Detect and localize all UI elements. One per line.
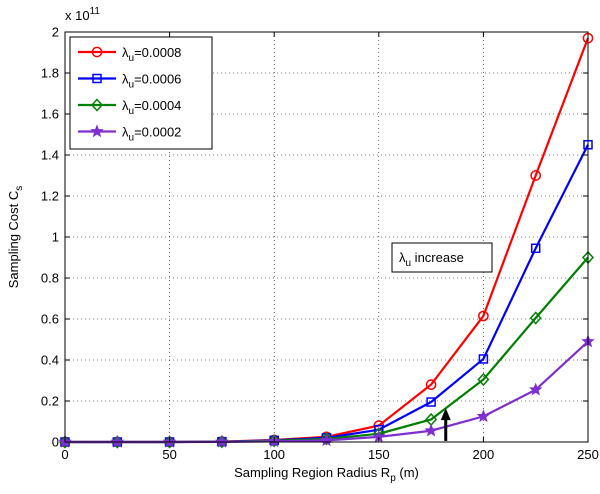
square-marker <box>426 397 436 407</box>
y-title-main: Sampling Cost C <box>6 191 21 289</box>
y-tick-label: 0 <box>52 435 59 450</box>
x-tick-label: 100 <box>263 447 285 462</box>
circle-marker <box>91 46 103 58</box>
legend-entry: λu=0.0002 <box>78 124 181 144</box>
legend-entry: λu=0.0004 <box>78 98 181 117</box>
y-tick-label: 0.6 <box>41 312 59 327</box>
legend-label: λu=0.0002 <box>122 125 181 144</box>
y-tick-label: 1.8 <box>41 66 59 81</box>
legend-entry: λu=0.0006 <box>78 72 181 91</box>
legend-label-symbol: λ <box>122 125 129 140</box>
annotation-text: λu increase <box>399 250 464 269</box>
y-axis-title: Sampling Cost Cs <box>6 186 25 289</box>
legend-label-value: =0.0008 <box>134 45 181 60</box>
y-multiplier-exp: 11 <box>90 6 101 17</box>
legend-label: λu=0.0006 <box>122 72 181 91</box>
x-tick-label: 150 <box>368 447 390 462</box>
diamond-marker <box>320 432 333 446</box>
y-tick-label: 0.8 <box>41 271 59 286</box>
legend-label: λu=0.0008 <box>122 45 181 64</box>
legend-label-value: =0.0006 <box>134 72 181 87</box>
square-marker <box>530 243 541 254</box>
increase-annotation: λu increase <box>391 242 493 441</box>
diamond-marker <box>90 98 104 112</box>
circle-marker <box>425 379 437 390</box>
legend-label-value: =0.0004 <box>134 98 181 113</box>
x-title-sub: p <box>390 473 396 484</box>
series-4 <box>58 334 595 448</box>
legend-label-sub: u <box>129 133 135 144</box>
diamond-marker <box>529 311 542 325</box>
annotation-sub: u <box>406 258 412 269</box>
y-tick-label: 1 <box>52 230 59 245</box>
y-title-sub: s <box>14 186 25 191</box>
circle-marker <box>530 170 542 181</box>
y-tick-label: 0.2 <box>41 394 59 409</box>
circle-marker <box>478 310 489 322</box>
star-marker <box>424 423 438 437</box>
series-2 <box>60 140 593 447</box>
x-axis-title: Sampling Region Radius Rp (m) <box>234 465 419 484</box>
x-tick-label: 200 <box>473 447 495 462</box>
annotation-tail: increase <box>411 250 464 265</box>
y-tick-label: 1.4 <box>41 148 59 163</box>
x-tick-label: 50 <box>162 447 176 462</box>
y-tick-label: 2 <box>52 25 59 40</box>
legend-label-symbol: λ <box>122 45 129 60</box>
y-tick-label: 0.4 <box>41 353 59 368</box>
y-tick-label: 1.2 <box>41 189 59 204</box>
star-marker <box>215 434 229 448</box>
series-line <box>65 256 589 444</box>
legend-label-sub: u <box>129 80 135 91</box>
star-marker <box>528 382 543 396</box>
x-title-main: Sampling Region Radius R <box>234 465 390 480</box>
legend-entry: λu=0.0008 <box>78 45 181 64</box>
x-title-tail: (m) <box>396 465 419 480</box>
annotation-box <box>391 242 493 273</box>
y-axis-multiplier: x 1011 <box>65 6 100 23</box>
diamond-marker <box>477 372 490 387</box>
y-tick-label: 1.6 <box>41 107 59 122</box>
legend-label: λu=0.0004 <box>122 98 181 117</box>
diamond-marker <box>268 434 281 448</box>
series-line <box>65 144 589 444</box>
square-marker <box>92 73 102 84</box>
legend-label-sub: u <box>129 106 135 117</box>
annotation-lambda: λ <box>399 250 406 265</box>
square-marker <box>478 354 489 364</box>
star-marker <box>90 124 104 138</box>
series-3 <box>58 250 595 449</box>
increase-arrow-head <box>440 408 451 421</box>
y-multiplier-base: x 10 <box>65 8 90 23</box>
series-line <box>65 340 589 444</box>
star-marker <box>319 433 334 447</box>
legend-label-symbol: λ <box>122 98 129 113</box>
x-tick-label: 0 <box>61 447 68 462</box>
star-marker <box>476 409 491 423</box>
tick-layer: 0 50 100 150 200 250 0 0.2 0.4 0.6 0.8 1 1.2 1.4 1.6 1.… <box>41 25 599 463</box>
star-marker <box>110 434 125 448</box>
legend-label-symbol: λ <box>122 72 129 87</box>
legend-label-value: =0.0002 <box>134 125 181 140</box>
x-tick-label: 250 <box>577 447 599 462</box>
legend-label-sub: u <box>129 53 135 64</box>
